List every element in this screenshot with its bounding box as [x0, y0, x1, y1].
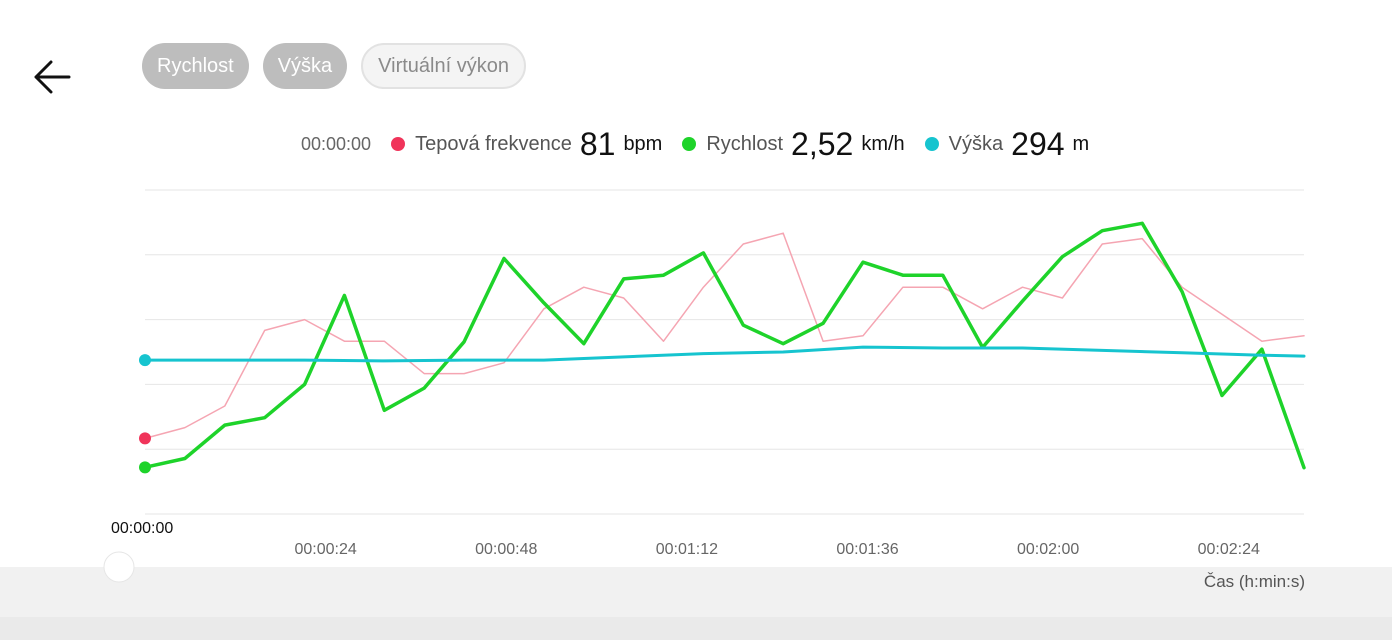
speed-dot-icon: [682, 137, 697, 151]
legend-item-speed: Rychlost 2,52 km/h: [682, 125, 905, 163]
legend-label: Rychlost: [706, 132, 784, 155]
legend-unit: m: [1072, 132, 1090, 155]
bottom-strip: [0, 617, 1392, 640]
legend-item-altitude: Výška 294 m: [924, 125, 1090, 163]
legend-value: 2,52: [791, 125, 854, 162]
legend-unit: bpm: [623, 132, 663, 155]
legend-label: Výška: [948, 132, 1004, 155]
slider-handle[interactable]: [103, 551, 135, 583]
x-tick-label: 00:02:00: [1017, 541, 1079, 558]
legend-value: 81: [579, 125, 616, 162]
legend-value: 294: [1011, 125, 1065, 162]
arrow-left-icon: [34, 60, 71, 94]
legend-unit: km/h: [861, 132, 905, 155]
legend-time: 00:00:00: [301, 133, 372, 154]
chart-legend: 00:00:00 Tepová frekvence 81 bpm Rychlos…: [301, 122, 1109, 166]
x-tick-label: 00:00:48: [475, 541, 537, 558]
chip-vyska[interactable]: Výška: [262, 43, 348, 89]
legend-item-heart-rate: Tepová frekvence 81 bpm: [391, 126, 662, 163]
altitude-line: [143, 345, 1306, 363]
x-tick-label: 00:00:24: [294, 541, 356, 558]
back-button[interactable]: [30, 55, 74, 99]
chip-virtualni-vykon[interactable]: Virtuální výkon: [361, 43, 526, 89]
cursor-time-label: 00:00:00: [111, 520, 174, 537]
x-tick-label: 00:02:24: [1198, 541, 1260, 558]
speed-start-marker: [139, 461, 151, 474]
timeline-band: [0, 567, 1392, 617]
heart-rate-line: [144, 232, 1305, 440]
speed-line: [143, 221, 1306, 470]
metric-chips: Rychlost Výška Virtuální výkon: [142, 43, 526, 89]
chip-rychlost[interactable]: Rychlost: [142, 43, 249, 89]
x-tick-label: 00:01:36: [836, 541, 898, 558]
altitude-dot-icon: [924, 137, 939, 151]
x-axis-title: Čas (h:min:s): [1203, 572, 1305, 591]
legend-label: Tepová frekvence: [415, 132, 572, 155]
x-tick-label: 00:01:12: [656, 541, 718, 558]
altitude-start-marker: [139, 354, 151, 367]
heart-rate-start-marker: [139, 432, 151, 445]
heart-rate-dot-icon: [391, 137, 406, 151]
